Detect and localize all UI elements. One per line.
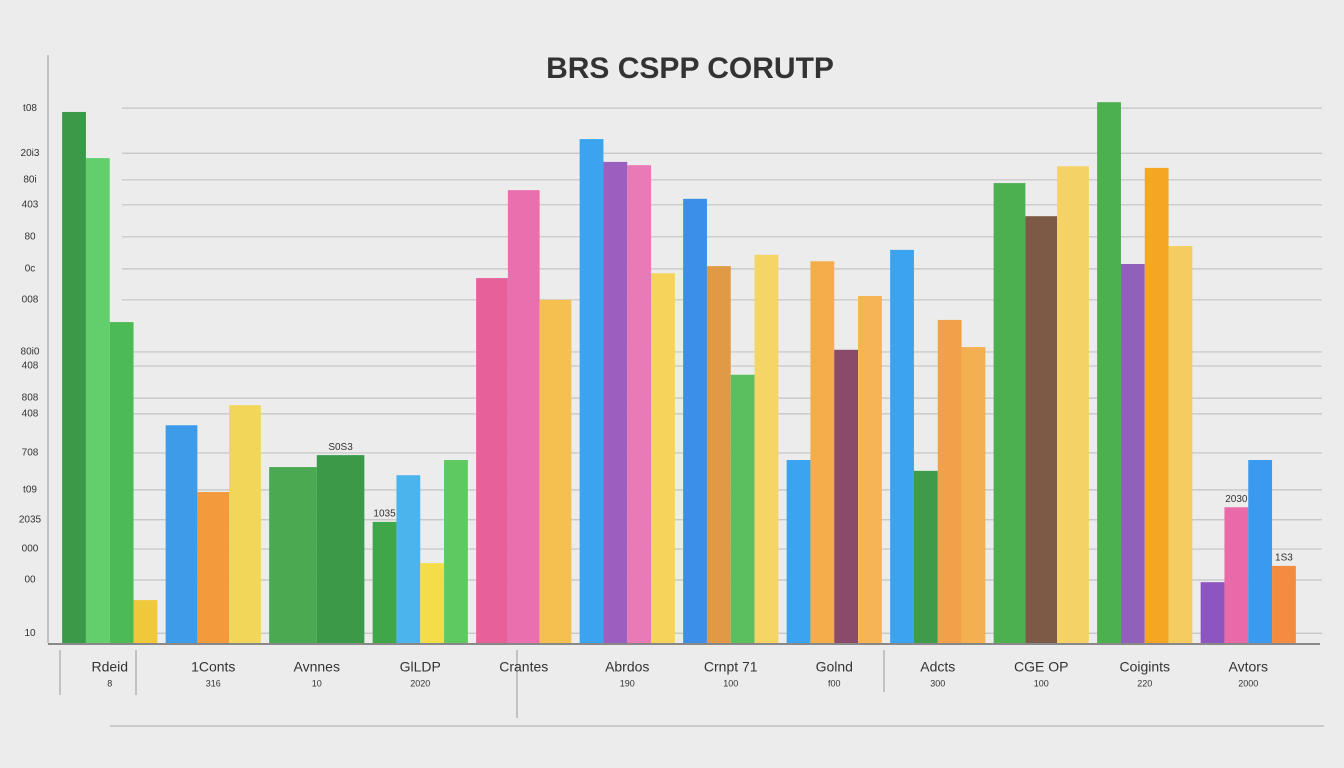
y-tick-label: 408 — [22, 361, 39, 372]
x-tick-label: Coigints — [1119, 659, 1170, 675]
y-tick-label: 708 — [22, 448, 39, 459]
x-tick-label: Golnd — [816, 659, 853, 675]
bar — [1248, 460, 1273, 643]
bar — [810, 261, 835, 643]
chart-title: BRS CSPP CORUTP — [546, 52, 834, 85]
bar — [539, 299, 572, 643]
bar — [1057, 166, 1089, 643]
y-tick-label: 2035 — [19, 514, 42, 525]
bar-note: S0S3 — [328, 442, 353, 453]
bar — [706, 266, 731, 643]
bar — [1144, 167, 1169, 643]
bar — [786, 460, 811, 643]
y-tick-label: 80 — [24, 231, 36, 242]
bar — [372, 521, 397, 643]
bar — [961, 347, 986, 643]
x-sub-label: 220 — [1137, 678, 1152, 688]
y-tick-label: 0c — [25, 264, 36, 275]
bar — [890, 249, 914, 644]
bar — [683, 198, 707, 644]
x-tick-label: Avnnes — [294, 659, 340, 675]
x-tick-label: 1Conts — [191, 659, 235, 675]
x-tick-label: CGE OP — [1014, 659, 1068, 675]
bar — [1025, 216, 1058, 643]
bar — [603, 161, 628, 644]
bar — [834, 349, 859, 643]
x-sub-label: f00 — [828, 678, 841, 688]
bar — [730, 374, 755, 643]
x-tick-label: Crnpt 71 — [704, 659, 758, 675]
bar — [913, 470, 938, 643]
bar-note: 1S3 — [1275, 553, 1293, 564]
y-tick-label: 10 — [24, 628, 36, 639]
bar — [420, 563, 445, 643]
bar-note: 1035 — [373, 509, 396, 520]
x-tick-label: GlLDP — [400, 659, 441, 675]
bar — [651, 273, 675, 643]
y-tick-label: t09 — [23, 485, 37, 496]
y-tick-label: 008 — [22, 294, 39, 305]
x-sub-label: 100 — [723, 678, 738, 688]
bar — [1224, 507, 1249, 643]
bar — [627, 165, 652, 643]
bar — [269, 467, 317, 643]
y-tick-label: 408 — [22, 408, 39, 419]
x-sub-label: 190 — [620, 678, 635, 688]
y-tick-label: 80i — [23, 174, 36, 185]
x-sub-label: 2020 — [410, 678, 430, 688]
x-tick-label: Abrdos — [605, 659, 649, 675]
bar — [993, 183, 1026, 644]
bar — [62, 111, 86, 644]
x-tick-label: Adcts — [920, 659, 955, 675]
bar — [579, 139, 604, 643]
bar — [197, 492, 230, 643]
y-tick-label: 20i3 — [21, 148, 40, 159]
bar — [858, 296, 882, 643]
bar — [476, 278, 508, 643]
bar — [1200, 582, 1225, 643]
bar — [444, 460, 468, 643]
bar — [507, 190, 540, 643]
bar — [396, 475, 421, 643]
x-sub-label: 100 — [1034, 678, 1049, 688]
bar — [109, 322, 134, 643]
bar — [133, 600, 158, 643]
bar — [316, 455, 365, 643]
x-tick-label: Crantes — [499, 659, 548, 675]
bar — [85, 158, 110, 643]
bar-note: 2030 — [1225, 494, 1248, 505]
x-sub-label: 300 — [930, 678, 945, 688]
y-tick-label: 00 — [24, 575, 36, 586]
bar — [1097, 102, 1121, 643]
y-tick-label: 808 — [22, 393, 39, 404]
bar — [229, 405, 261, 643]
y-tick-label: 403 — [22, 199, 39, 210]
bar — [1272, 565, 1296, 643]
bar — [1120, 263, 1145, 643]
bar — [1168, 246, 1193, 643]
bar — [754, 254, 779, 643]
y-tick-label: 80i0 — [21, 347, 40, 358]
x-tick-label: Rdeid — [91, 659, 128, 675]
x-tick-label: Avtors — [1229, 659, 1268, 675]
x-sub-label: 8 — [107, 678, 112, 688]
y-tick-label: t08 — [23, 103, 37, 114]
bar — [165, 425, 198, 643]
x-sub-label: 10 — [312, 678, 322, 688]
bar — [937, 319, 962, 643]
x-sub-label: 2000 — [1238, 678, 1258, 688]
x-sub-label: 316 — [206, 678, 221, 688]
y-tick-label: 000 — [22, 544, 39, 555]
